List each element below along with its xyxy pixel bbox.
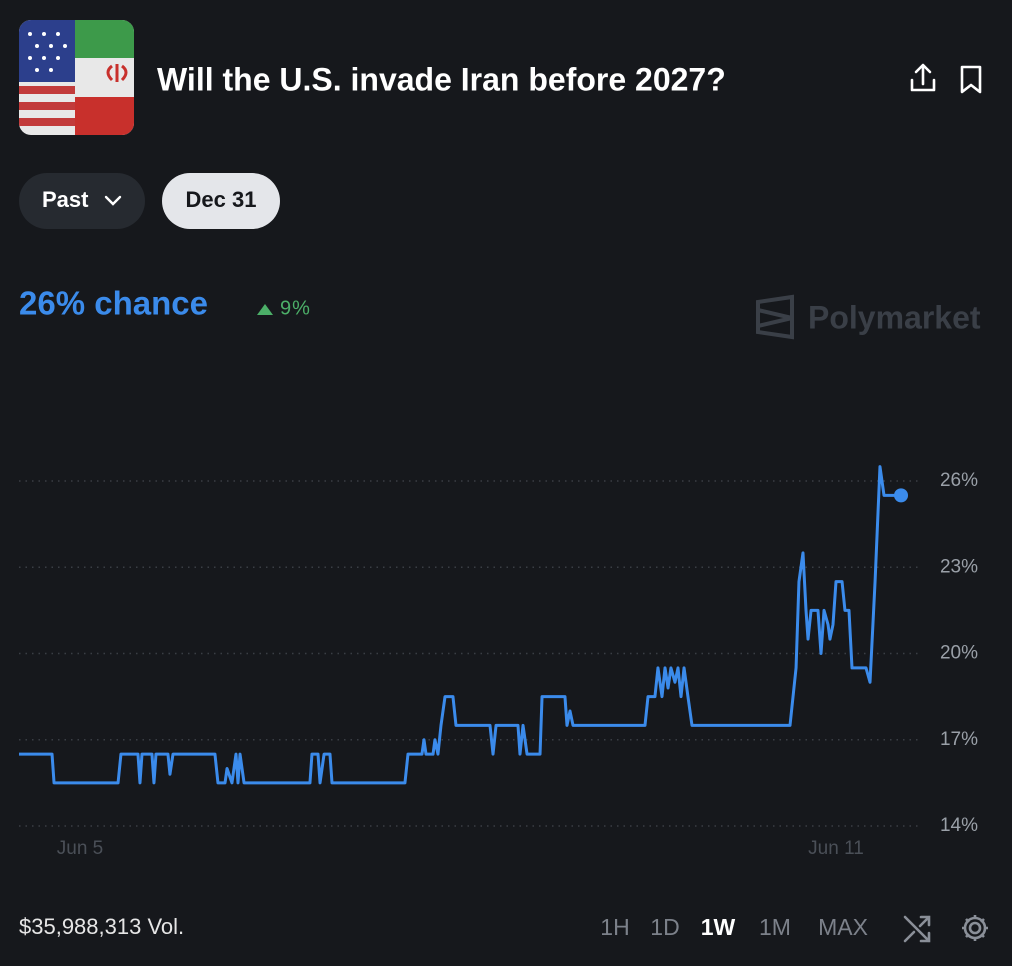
filter-date[interactable]: Dec 31 [162,173,280,229]
market-image [19,20,134,135]
timeframes: 1H 1D 1W 1M MAX [600,914,868,940]
x-tick-label: Jun 5 [57,838,103,859]
settings-gear[interactable] [962,915,988,941]
share-button[interactable] [910,63,936,92]
timeframe-button[interactable]: MAX [818,914,868,940]
x-tick-label: Jun 11 [808,838,864,859]
price-line [19,465,902,785]
bookmark-button[interactable] [960,65,982,94]
volume: $35,988,313 Vol. [19,914,184,939]
last-point [894,488,909,503]
timeframe-button[interactable]: 1W [701,914,736,940]
chart-settings[interactable] [903,915,931,943]
y-tick-label: 26% [940,470,978,491]
pill-label: Dec 31 [186,187,257,212]
logo [756,294,794,340]
pill [19,173,145,229]
y-tick-label: 20% [940,643,978,664]
filter-past[interactable]: Past [19,173,145,229]
market-title: Will the U.S. invade Iran before 2027? [157,61,726,97]
timeframe-button[interactable]: 1H [600,914,629,940]
chart: 14% 17% 20% 23% 26% Jun 5 Jun 11 [19,465,978,859]
brand: Polymarket [808,299,981,335]
timeframe-button[interactable]: 1M [759,914,791,940]
chevron [104,195,122,206]
y-tick-label: 14% [940,815,978,836]
change: 9% [280,297,311,319]
y-tick-label: 17% [940,729,978,750]
y-tick-label: 23% [940,556,978,577]
timeframe-button[interactable]: 1D [650,914,679,940]
pill-label: Past [42,187,89,212]
pill [162,173,280,229]
watermark: Polymarket [756,294,981,340]
chance: 26% chance [19,285,208,322]
up-arrow [257,304,273,315]
